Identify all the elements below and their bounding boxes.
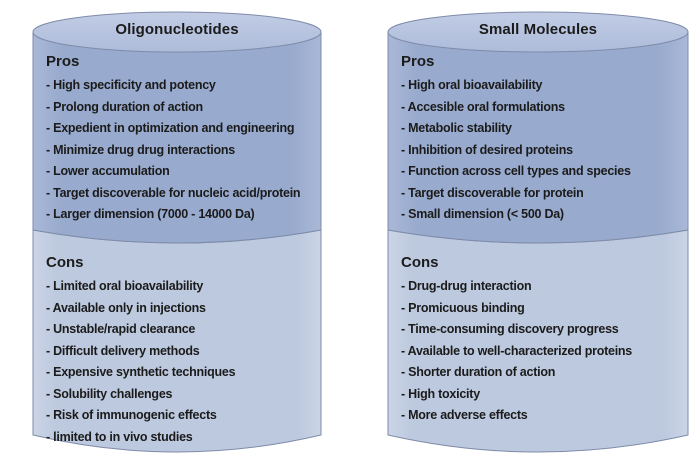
list-item: - Prolong duration of action (46, 99, 203, 114)
cylinder-graphic (32, 11, 322, 453)
list-item: - Promicuous binding (401, 300, 525, 315)
list-item: - High oral bioavailability (401, 78, 543, 92)
pros-heading: Pros (401, 53, 435, 70)
pros-section: Pros - High oral bioavailability - Accesi… (401, 53, 682, 226)
cons-list: - Drug-drug interaction - Promicuous bind… (401, 276, 682, 427)
list-item: - Metabolic stability (401, 121, 512, 135)
pros-section: Pros - High specificity and potency - Pro… (46, 53, 315, 226)
list-item: - More adverse effects (401, 408, 528, 422)
list-item: - Available to well-characterized protei… (401, 343, 633, 358)
cylinder-top-face (32, 11, 322, 53)
list-item: - Lower accumulation (46, 164, 170, 178)
small-molecules-column: Small Molecules Pros - High oral bioavai… (387, 11, 689, 458)
list-item: - Target discoverable for nucleic acid/p… (46, 185, 301, 200)
list-item: - Limited oral bioavailability (46, 279, 204, 293)
column-title: Oligonucleotides (115, 21, 239, 38)
pros-list: - High specificity and potency - Prolong … (46, 75, 315, 226)
list-item: - Drug-drug interaction (401, 279, 532, 293)
list-item: - Shorter duration of action (401, 365, 556, 379)
list-item: - High toxicity (401, 386, 480, 401)
pros-list: - High oral bioavailability - Accesible o… (401, 75, 682, 226)
list-item: - Larger dimension (7000 - 14000 Da) (46, 207, 255, 221)
oligonucleotides-column: Oligonucleotides Pros - High specificity… (32, 11, 322, 458)
cons-list: - Limited oral bioavailability - Availabl… (46, 276, 315, 448)
cons-heading: Cons (46, 254, 84, 271)
cons-section: Cons - Limited oral bioavailability - Ava… (46, 254, 315, 448)
list-item: - Difficult delivery methods (46, 343, 200, 358)
list-item: - Expedient in optimization and engineer… (46, 121, 295, 135)
list-item: - Accesible oral formulations (401, 99, 565, 114)
list-item: - Available only in injections (46, 300, 206, 315)
column-title: Small Molecules (478, 21, 598, 38)
pros-segment-shape (32, 31, 322, 244)
cylinder-top-face (387, 11, 689, 53)
list-item: - Small dimension (< 500 Da) (401, 207, 564, 221)
list-item: - limited to in vivo studies (46, 429, 193, 444)
pros-segment-shape (387, 31, 689, 244)
list-item: - Solubility challenges (46, 386, 173, 401)
list-item: - Minimize drug drug interactions (46, 142, 235, 157)
list-item: - Unstable/rapid clearance (46, 322, 196, 336)
cylinder-graphic (387, 11, 689, 453)
cons-section: Cons - Drug-drug interaction - Promicuous… (401, 254, 682, 427)
list-item: - Function across cell types and species (401, 164, 631, 178)
list-item: - Inhibition of desired proteins (401, 142, 573, 157)
list-item: - Time-consuming discovery progress (401, 322, 619, 336)
cons-heading: Cons (401, 254, 439, 271)
list-item: - Target discoverable for protein (401, 185, 584, 200)
pros-heading: Pros (46, 53, 80, 70)
list-item: - Risk of immunogenic effects (46, 408, 217, 422)
list-item: - High specificity and potency (46, 78, 216, 92)
list-item: - Expensive synthetic techniques (46, 365, 236, 379)
